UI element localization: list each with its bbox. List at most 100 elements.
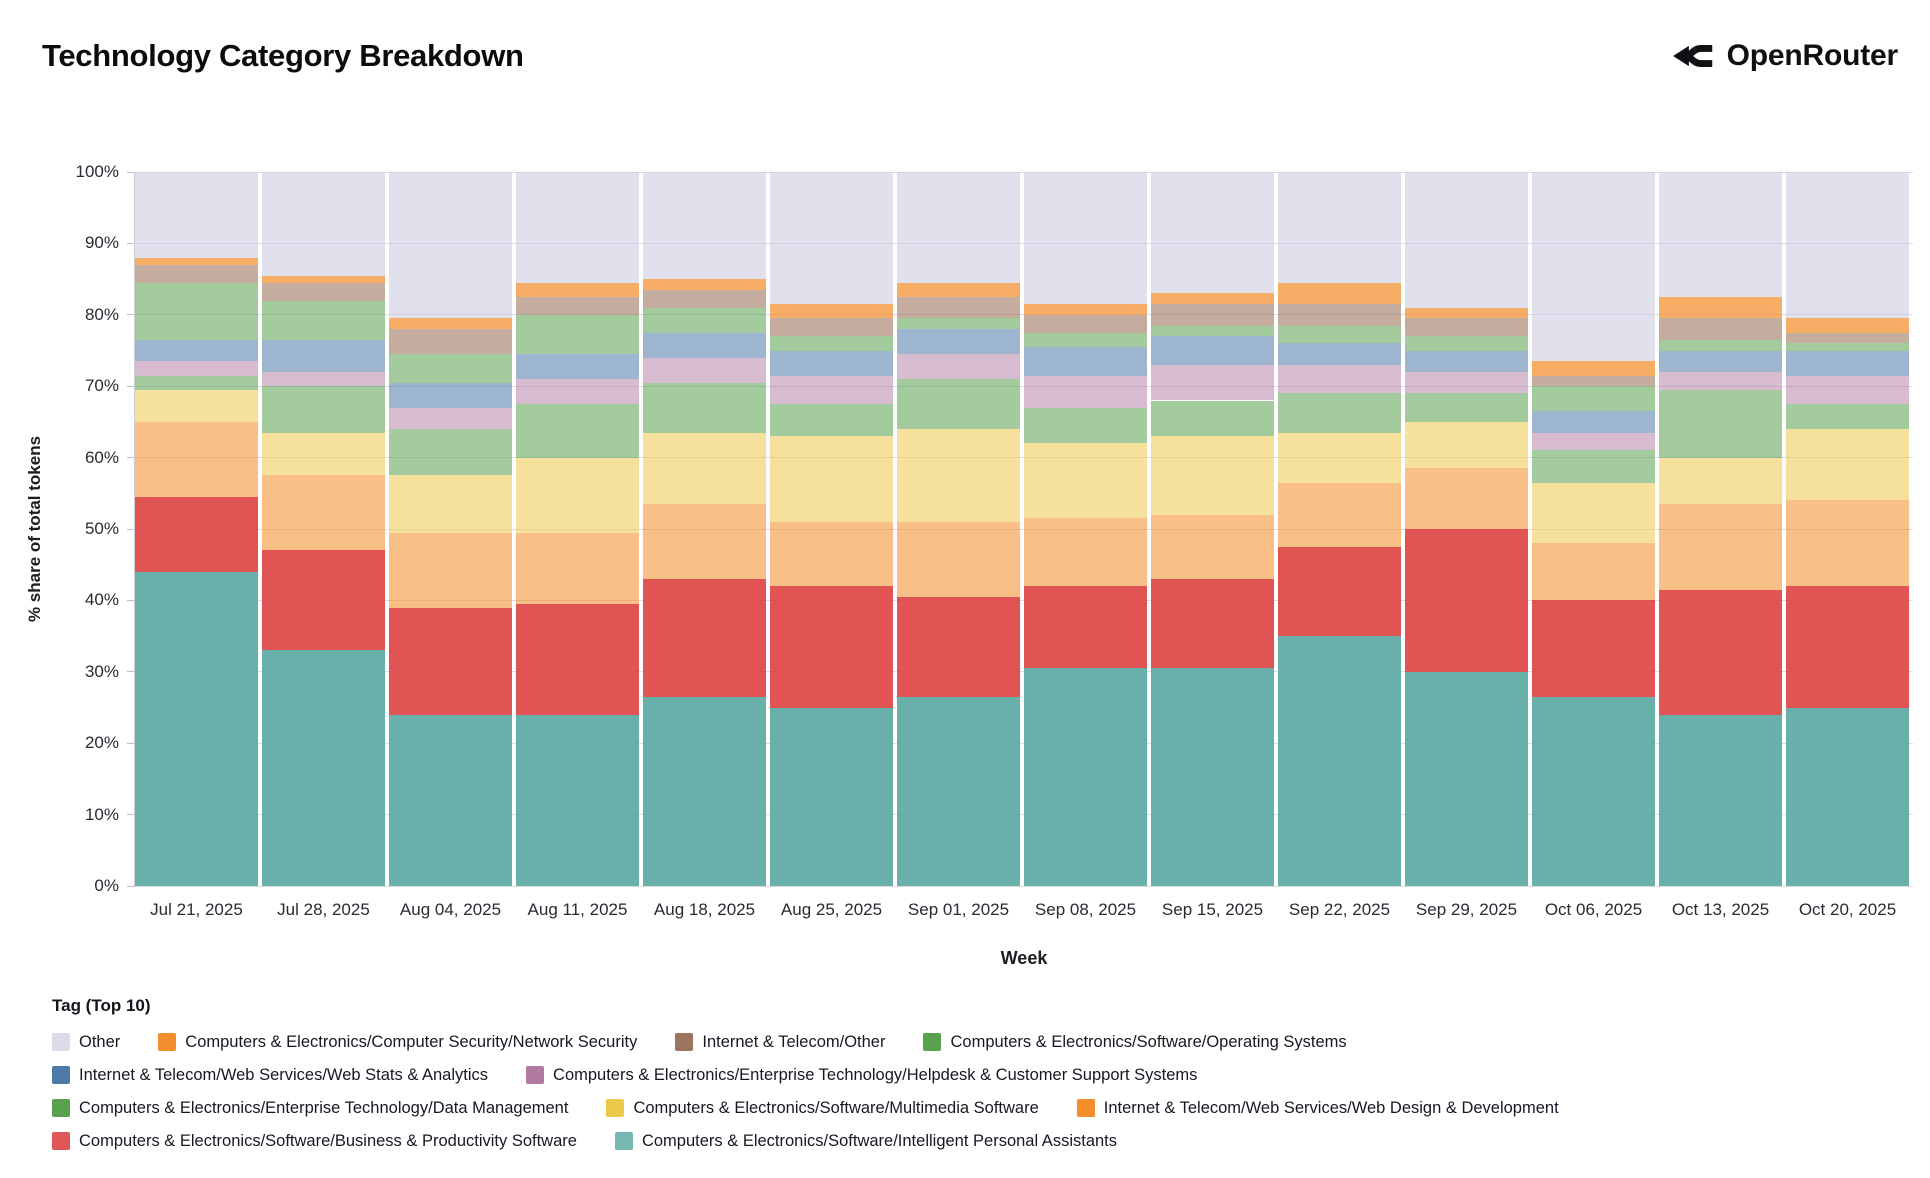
- bar-segment-web-design-development[interactable]: [770, 521, 893, 587]
- bar-segment-intelligent-personal-assistants[interactable]: [1786, 707, 1909, 886]
- bar-segment-helpdesk-customer-support[interactable]: [1532, 432, 1655, 451]
- bar-segment-web-design-development[interactable]: [1151, 514, 1274, 579]
- bar-segment-web-design-development[interactable]: [135, 421, 258, 497]
- bar-segment-intelligent-personal-assistants[interactable]: [643, 696, 766, 886]
- bar-segment-internet-telecom-other[interactable]: [135, 264, 258, 283]
- bar-segment-multimedia-software[interactable]: [643, 432, 766, 505]
- bar-segment-web-stats-analytics[interactable]: [1278, 343, 1401, 365]
- bar-segment-operating-systems[interactable]: [1024, 332, 1147, 347]
- bar-segment-internet-telecom-other[interactable]: [1278, 304, 1401, 326]
- bar-segment-internet-telecom-other[interactable]: [1532, 375, 1655, 387]
- bar-segment-other[interactable]: [135, 172, 258, 258]
- bar-segment-network-security[interactable]: [897, 282, 1020, 297]
- bar-segment-data-management[interactable]: [1151, 400, 1274, 437]
- bar-segment-web-stats-analytics[interactable]: [516, 354, 639, 380]
- bar-segment-multimedia-software[interactable]: [1659, 457, 1782, 505]
- bar-segment-intelligent-personal-assistants[interactable]: [389, 714, 512, 886]
- bar-segment-operating-systems[interactable]: [1278, 325, 1401, 344]
- bar-segment-data-management[interactable]: [1405, 393, 1528, 422]
- bar-segment-network-security[interactable]: [389, 318, 512, 330]
- bar-segment-data-management[interactable]: [1278, 393, 1401, 433]
- bar-segment-helpdesk-customer-support[interactable]: [1659, 371, 1782, 390]
- bar-segment-internet-telecom-other[interactable]: [897, 296, 1020, 319]
- bar-segment-web-stats-analytics[interactable]: [1151, 336, 1274, 365]
- bar-segment-web-design-development[interactable]: [1659, 504, 1782, 590]
- bar-segment-web-stats-analytics[interactable]: [1024, 346, 1147, 376]
- bar-segment-multimedia-software[interactable]: [1151, 436, 1274, 515]
- bar-segment-intelligent-personal-assistants[interactable]: [1151, 668, 1274, 886]
- bar-segment-helpdesk-customer-support[interactable]: [516, 379, 639, 405]
- bar-segment-network-security[interactable]: [1278, 282, 1401, 305]
- bar-segment-helpdesk-customer-support[interactable]: [135, 361, 258, 376]
- bar-segment-operating-systems[interactable]: [1786, 343, 1909, 351]
- bar-segment-web-design-development[interactable]: [1532, 543, 1655, 601]
- bar-segment-operating-systems[interactable]: [1659, 339, 1782, 351]
- bar-segment-network-security[interactable]: [1659, 296, 1782, 319]
- bar-segment-helpdesk-customer-support[interactable]: [1278, 364, 1401, 394]
- bar-segment-intelligent-personal-assistants[interactable]: [516, 714, 639, 886]
- bar-segment-internet-telecom-other[interactable]: [770, 318, 893, 337]
- bar-segment-network-security[interactable]: [516, 282, 639, 297]
- bar-segment-business-productivity-software[interactable]: [770, 586, 893, 708]
- bar-segment-operating-systems[interactable]: [1405, 336, 1528, 351]
- bar-segment-web-stats-analytics[interactable]: [1532, 411, 1655, 433]
- bar-segment-web-design-development[interactable]: [1786, 500, 1909, 587]
- bar-segment-operating-systems[interactable]: [1532, 386, 1655, 412]
- bar-segment-web-design-development[interactable]: [897, 521, 1020, 597]
- bar-segment-multimedia-software[interactable]: [1024, 443, 1147, 519]
- bar-segment-operating-systems[interactable]: [262, 300, 385, 340]
- bar-segment-network-security[interactable]: [643, 279, 766, 290]
- bar-segment-helpdesk-customer-support[interactable]: [897, 354, 1020, 380]
- bar-segment-business-productivity-software[interactable]: [1786, 586, 1909, 708]
- bar-segment-network-security[interactable]: [1151, 293, 1274, 305]
- bar-segment-other[interactable]: [1532, 172, 1655, 362]
- bar-segment-business-productivity-software[interactable]: [1532, 600, 1655, 697]
- bar-segment-operating-systems[interactable]: [389, 354, 512, 383]
- bar-segment-operating-systems[interactable]: [135, 282, 258, 340]
- bar-segment-data-management[interactable]: [1659, 389, 1782, 458]
- bar-segment-network-security[interactable]: [1786, 318, 1909, 333]
- bar-segment-network-security[interactable]: [770, 304, 893, 319]
- bar-segment-multimedia-software[interactable]: [1786, 429, 1909, 501]
- bar-segment-intelligent-personal-assistants[interactable]: [135, 571, 258, 886]
- bar-segment-intelligent-personal-assistants[interactable]: [1659, 714, 1782, 886]
- bar-segment-web-design-development[interactable]: [1278, 482, 1401, 547]
- bar-segment-data-management[interactable]: [389, 429, 512, 476]
- bar-segment-network-security[interactable]: [1405, 307, 1528, 319]
- bar-segment-multimedia-software[interactable]: [1532, 482, 1655, 544]
- bar-segment-web-design-development[interactable]: [643, 504, 766, 579]
- bar-segment-business-productivity-software[interactable]: [389, 607, 512, 715]
- bar-segment-business-productivity-software[interactable]: [1405, 529, 1528, 672]
- bar-segment-other[interactable]: [262, 172, 385, 276]
- bar-segment-data-management[interactable]: [1786, 404, 1909, 430]
- bar-segment-data-management[interactable]: [135, 375, 258, 390]
- bar-segment-intelligent-personal-assistants[interactable]: [897, 696, 1020, 886]
- bar-segment-intelligent-personal-assistants[interactable]: [1024, 668, 1147, 886]
- bar-segment-internet-telecom-other[interactable]: [1405, 318, 1528, 337]
- bar-segment-internet-telecom-other[interactable]: [1786, 332, 1909, 344]
- bar-segment-helpdesk-customer-support[interactable]: [262, 371, 385, 387]
- bar-segment-business-productivity-software[interactable]: [516, 603, 639, 715]
- bar-segment-internet-telecom-other[interactable]: [262, 282, 385, 301]
- bar-segment-internet-telecom-other[interactable]: [516, 296, 639, 315]
- bar-segment-intelligent-personal-assistants[interactable]: [770, 707, 893, 886]
- bar-segment-helpdesk-customer-support[interactable]: [1786, 375, 1909, 405]
- bar-segment-multimedia-software[interactable]: [770, 436, 893, 522]
- bar-segment-operating-systems[interactable]: [643, 307, 766, 333]
- bar-segment-other[interactable]: [1151, 172, 1274, 294]
- bar-segment-helpdesk-customer-support[interactable]: [770, 375, 893, 405]
- bar-segment-business-productivity-software[interactable]: [1151, 578, 1274, 669]
- bar-segment-intelligent-personal-assistants[interactable]: [1278, 636, 1401, 886]
- bar-segment-other[interactable]: [643, 172, 766, 280]
- bar-segment-web-stats-analytics[interactable]: [1786, 350, 1909, 376]
- bar-segment-network-security[interactable]: [1024, 304, 1147, 315]
- bar-segment-operating-systems[interactable]: [897, 318, 1020, 330]
- bar-segment-multimedia-software[interactable]: [389, 475, 512, 533]
- bar-segment-data-management[interactable]: [1024, 407, 1147, 444]
- bar-segment-web-stats-analytics[interactable]: [897, 329, 1020, 355]
- bar-segment-network-security[interactable]: [262, 275, 385, 283]
- bar-segment-web-stats-analytics[interactable]: [1659, 350, 1782, 372]
- bar-segment-web-stats-analytics[interactable]: [262, 339, 385, 372]
- bar-segment-business-productivity-software[interactable]: [1659, 589, 1782, 715]
- bar-segment-web-stats-analytics[interactable]: [643, 332, 766, 358]
